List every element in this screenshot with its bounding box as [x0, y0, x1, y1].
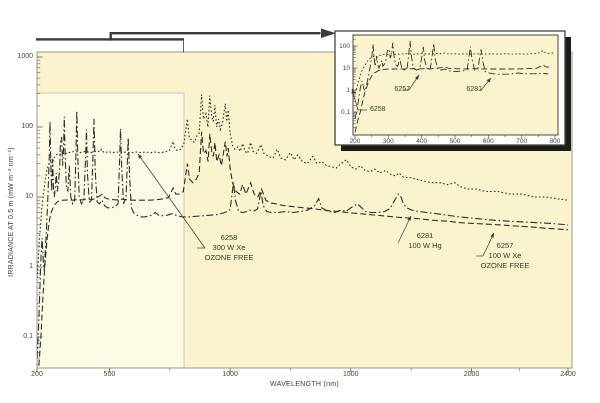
tick-label: 0.1 [340, 108, 350, 116]
arrowhead [415, 75, 419, 80]
inset-callout-6281: 6281 [466, 86, 482, 93]
tick-label: 2000 [463, 370, 480, 378]
callout-line: 6258 [220, 233, 238, 242]
callout-line: OZONE FREE [204, 253, 254, 262]
curve-6281 [37, 110, 569, 359]
zoom-arrow-shaft [109, 32, 321, 35]
plot-frame [36, 51, 573, 369]
tick-label: 800 [549, 137, 561, 145]
tick-label: 500 [449, 137, 461, 145]
arrowhead [490, 233, 494, 238]
inset-curve-6258 [354, 50, 554, 94]
callout-line: OZONE FREE [480, 261, 530, 270]
inset-callout-6257: 6257 [394, 86, 410, 93]
tick-label: 1 [29, 263, 33, 270]
callout-line: 6281 [416, 231, 434, 240]
highlight-region-200-800nm [36, 92, 185, 369]
arrowhead [407, 216, 411, 221]
x-axis-title: WAVELENGTH (nm) [269, 381, 340, 388]
callout-line: 100 W Xe [488, 251, 522, 260]
arrowhead [138, 154, 143, 159]
tick-label: 100 [21, 123, 33, 130]
zoom-arrow-step [109, 32, 112, 41]
tick-label: 10 [25, 193, 33, 200]
tick-label: 10 [342, 64, 350, 72]
callout-6281-100w-hg: 6281 100 W Hg [402, 231, 448, 251]
inset-callout-6258: 6258 [370, 106, 386, 113]
tick-label: 0.1 [23, 333, 33, 340]
tick-label: 600 [482, 137, 494, 145]
tick-label: 1 [346, 86, 350, 94]
tick-label: 1000 [222, 370, 238, 378]
tick-label: 700 [516, 137, 528, 145]
inset-curve-6281 [354, 40, 549, 119]
tick-label: 200 [31, 370, 43, 378]
arrowhead [486, 78, 491, 83]
y-axis-title: IRRADIANCE AT 0.5 m (mW m⁻² nm⁻¹) [8, 147, 15, 277]
tick-label: 100 [339, 42, 350, 50]
curve-6257 [38, 131, 569, 368]
tick-label: 300 [382, 137, 394, 145]
callout-6257-100w-xe: 6257 100 W Xe OZONE FREE [476, 241, 534, 271]
tick-label: 2400 [560, 370, 576, 378]
tick-label: 1500 [343, 370, 359, 378]
tick-label: 500 [103, 370, 116, 378]
tick-label: 400 [416, 137, 428, 145]
inset-plot-background [352, 34, 559, 136]
callout-line: 100 W Hg [408, 241, 442, 250]
callout-line: 6257 [496, 241, 514, 250]
arrowhead [351, 89, 355, 94]
leader-line [397, 215, 412, 244]
curve-6258 [37, 94, 569, 278]
tick-label: 200 [349, 137, 361, 145]
tick-label: 1000 [17, 53, 33, 60]
callout-line: 300 W Xe [212, 243, 246, 252]
inset-curve-6257 [354, 64, 552, 133]
zoom-arrow-head [321, 28, 336, 38]
callout-6258-300w-xe: 6258 300 W Xe OZONE FREE [197, 233, 261, 263]
leader-line [137, 153, 206, 249]
